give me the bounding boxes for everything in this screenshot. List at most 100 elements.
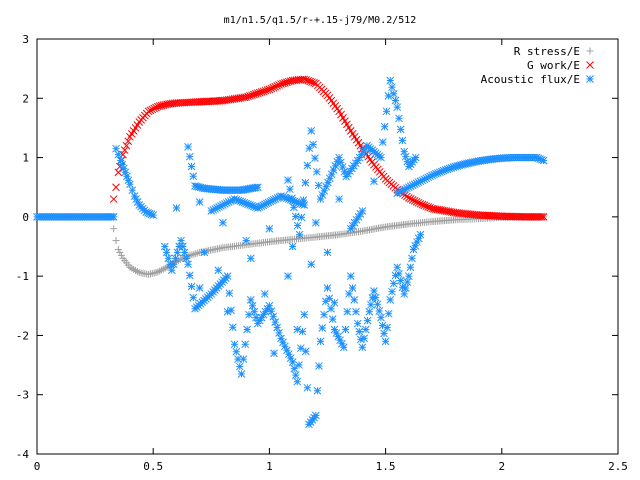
- data-point: [403, 278, 412, 286]
- data-point: [160, 242, 169, 251]
- data-point: [519, 212, 528, 221]
- data-point: [307, 260, 316, 269]
- data-point: [133, 121, 142, 129]
- y-tick-label: -4: [16, 448, 30, 461]
- data-point: [346, 272, 355, 280]
- data-point: [308, 78, 316, 86]
- x-tick-label: 0: [34, 460, 41, 473]
- data-point: [178, 242, 187, 251]
- legend-marker: [586, 61, 594, 69]
- data-point: [368, 158, 376, 166]
- data-point: [252, 183, 260, 192]
- data-point: [526, 213, 535, 221]
- data-point: [293, 325, 302, 334]
- data-point: [380, 122, 389, 131]
- data-point: [412, 197, 421, 206]
- data-point: [124, 176, 133, 185]
- data-point: [228, 323, 237, 332]
- data-point: [250, 307, 259, 316]
- data-point: [117, 251, 125, 259]
- data-point: [120, 146, 129, 155]
- data-point: [187, 162, 196, 171]
- data-point: [184, 143, 192, 151]
- data-point: [243, 325, 251, 334]
- data-point: [530, 213, 539, 221]
- legend-label: Acoustic flux/E: [481, 73, 580, 86]
- data-point: [410, 155, 418, 164]
- data-point: [114, 150, 123, 159]
- series-2: [33, 76, 548, 429]
- data-point: [532, 213, 541, 221]
- data-point: [133, 198, 142, 206]
- data-point: [355, 327, 364, 336]
- data-point: [537, 213, 546, 221]
- data-point: [291, 212, 300, 221]
- data-point: [239, 355, 248, 363]
- data-point: [333, 104, 342, 113]
- chart-title: m1/n1.5/q1.5/r-+.15-j79/M0.2/512: [224, 15, 417, 26]
- data-point: [375, 152, 384, 160]
- data-point: [172, 204, 181, 212]
- y-tick-label: -1: [16, 270, 29, 283]
- data-point: [184, 260, 192, 269]
- data-point: [162, 248, 171, 257]
- data-point: [378, 138, 387, 147]
- data-point: [312, 167, 321, 176]
- data-point: [271, 82, 280, 91]
- data-point: [323, 284, 332, 292]
- data-point: [148, 105, 157, 114]
- data-point: [295, 230, 304, 239]
- data-point: [312, 218, 320, 227]
- data-point: [381, 337, 390, 346]
- data-point: [401, 284, 410, 292]
- data-point: [395, 270, 403, 278]
- data-point: [315, 362, 323, 370]
- data-point: [400, 147, 409, 156]
- data-point: [382, 107, 391, 116]
- data-point: [380, 223, 388, 231]
- data-point: [124, 137, 133, 146]
- data-point: [353, 319, 362, 328]
- data-point: [112, 144, 120, 153]
- data-point: [352, 307, 360, 316]
- data-point: [271, 318, 280, 326]
- data-point: [124, 261, 132, 269]
- data-point: [296, 75, 305, 84]
- data-point: [350, 296, 359, 304]
- data-point: [388, 83, 396, 92]
- data-point: [298, 200, 307, 209]
- data-point: [351, 159, 360, 168]
- data-point: [112, 183, 120, 192]
- data-point: [267, 84, 276, 93]
- x-tick-label: 1: [266, 460, 273, 473]
- data-point: [116, 156, 125, 165]
- data-point: [295, 361, 303, 369]
- data-point: [241, 340, 250, 349]
- data-point: [393, 103, 402, 112]
- data-point: [291, 371, 300, 380]
- data-point: [261, 86, 270, 95]
- data-point: [150, 104, 158, 113]
- data-point: [119, 164, 128, 173]
- data-point: [406, 195, 415, 203]
- series-1: [109, 75, 548, 221]
- data-point: [116, 248, 124, 256]
- data-point: [242, 236, 251, 245]
- data-point: [335, 195, 343, 203]
- data-point: [297, 213, 306, 222]
- data-point: [263, 86, 272, 94]
- data-point: [219, 218, 227, 227]
- data-point: [108, 213, 116, 221]
- data-point: [269, 83, 278, 92]
- data-point: [328, 315, 337, 323]
- data-point: [169, 260, 178, 269]
- data-point: [338, 339, 346, 348]
- plot-frame: [36, 38, 619, 455]
- data-point: [323, 248, 332, 257]
- data-point: [180, 248, 189, 257]
- y-tick-label: -3: [16, 389, 29, 402]
- data-point: [89, 213, 98, 221]
- data-point: [298, 327, 307, 336]
